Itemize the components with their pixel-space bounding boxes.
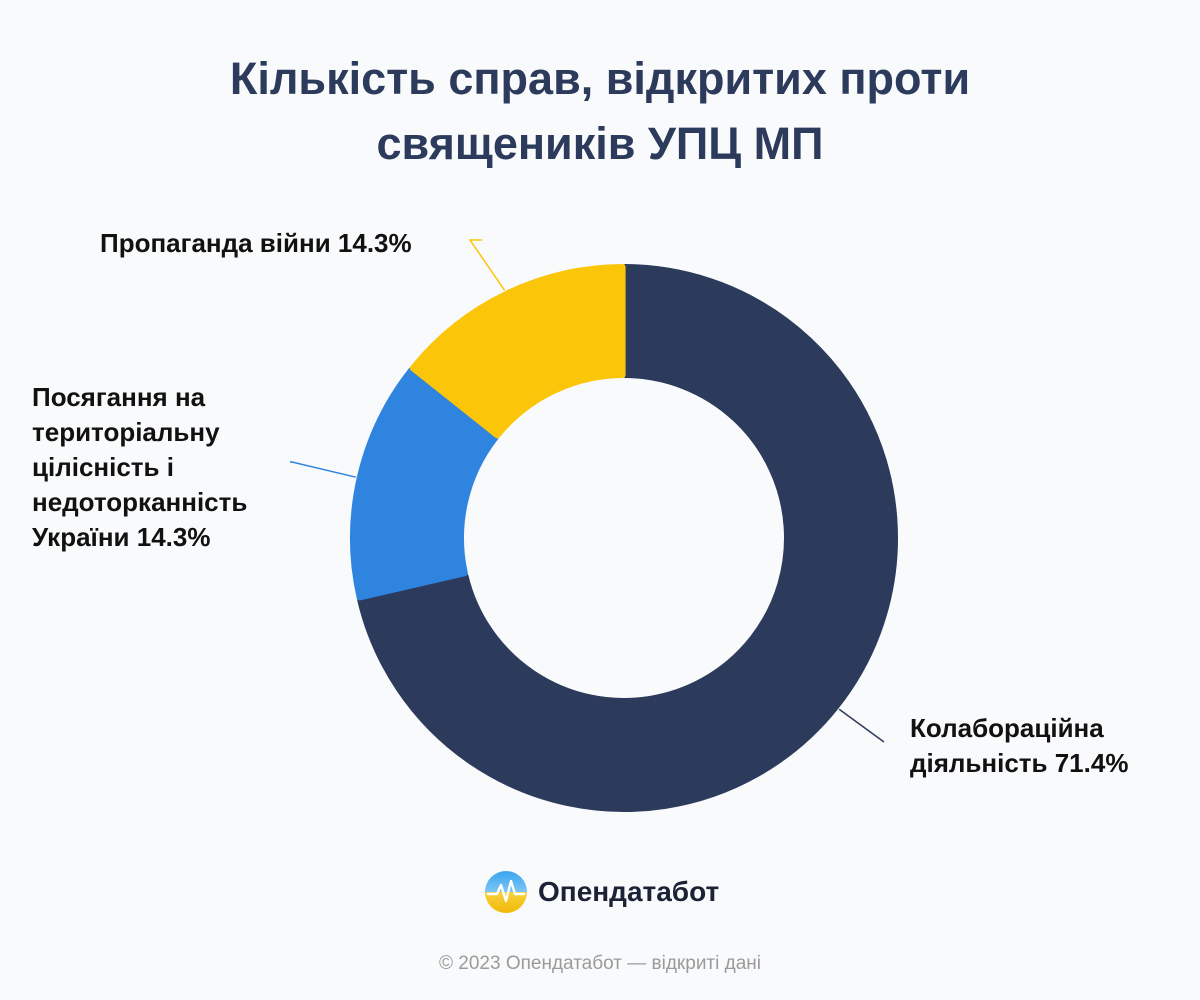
label-territorial-integrity: Посягання на територіальну цілісність і … [32,380,247,555]
footer-copyright: © 2023 Опендатабот — відкриті дані [439,953,761,974]
label-war-propaganda-line-1: Пропаганда війни 14.3% [100,228,412,258]
label-collaboration-line-1: Колабораційна [910,713,1104,743]
chart-title-line-2: священиків УПЦ МП [376,118,824,169]
label-collaboration: Колабораційна діяльність 71.4% [910,711,1128,781]
label-territorial-integrity-line-2: територіальну [32,417,220,447]
slice-collaboration [357,264,898,812]
chart-title: Кількість справ, відкритих проти священи… [0,46,1200,176]
label-war-propaganda: Пропаганда війни 14.3% [100,226,412,261]
leader-line-war-propaganda [468,239,506,291]
leader-line-territorial-integrity [290,461,356,478]
brand-name: Опендатабот [538,876,720,907]
slice-territorial-integrity [350,367,499,601]
brand: Опендатабот [484,870,719,914]
label-collaboration-line-2: діяльність 71.4% [910,748,1129,778]
label-territorial-integrity-line-4: недоторканність [32,487,248,517]
opendatabot-logo-icon [485,871,527,913]
label-territorial-integrity-line-1: Посягання на [32,382,206,412]
leader-line-collaboration [838,708,885,743]
slice-war-propaganda [409,264,626,439]
label-territorial-integrity-line-3: цілісність і [32,452,174,482]
label-territorial-integrity-line-5: України 14.3% [32,522,211,552]
chart-title-line-1: Кількість справ, відкритих проти [229,53,971,104]
